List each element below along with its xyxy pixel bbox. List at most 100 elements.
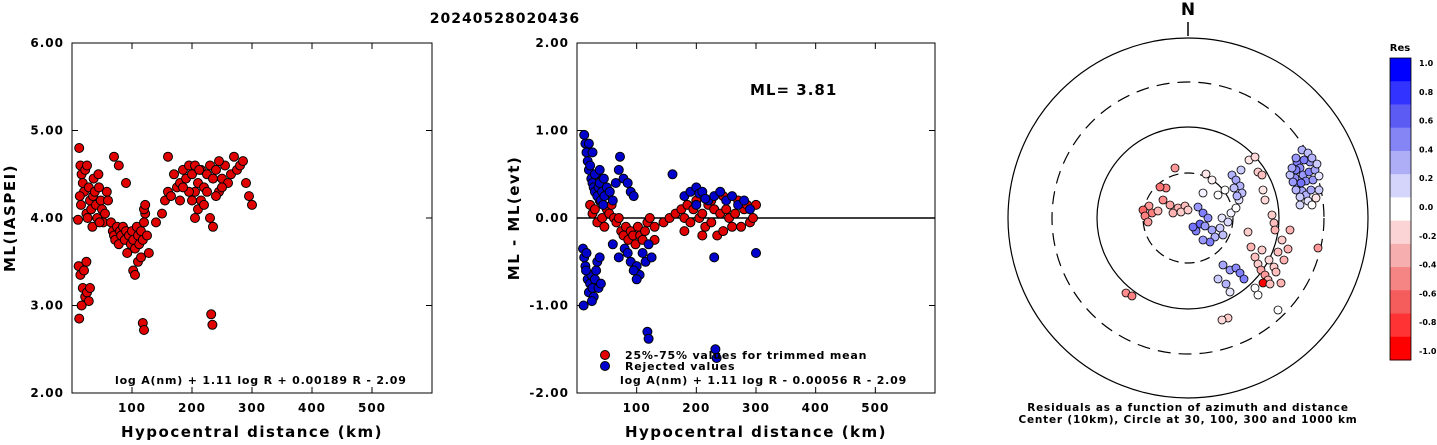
data-point xyxy=(175,195,185,206)
residual-point xyxy=(1291,153,1301,163)
data-point xyxy=(211,191,221,202)
residual-point xyxy=(1257,170,1267,180)
x-tick-label: 400 xyxy=(298,401,326,415)
colorbar-label: 0.2 xyxy=(1419,174,1433,183)
residual-point xyxy=(1193,202,1203,212)
residual-point xyxy=(1155,182,1165,192)
residual-point xyxy=(1158,195,1168,205)
circle-30km xyxy=(1142,172,1234,264)
data-point xyxy=(190,213,200,223)
legend-marker-trimmed xyxy=(600,350,610,360)
data-points xyxy=(73,143,257,335)
colorbar-label: 0.0 xyxy=(1419,203,1434,212)
data-point xyxy=(691,199,702,210)
residual-point xyxy=(1218,260,1228,270)
y-tick-label: 1.00 xyxy=(535,124,569,138)
data-point xyxy=(709,252,720,263)
data-point xyxy=(206,309,217,320)
data-point xyxy=(151,217,161,228)
data-point xyxy=(140,199,151,210)
data-point xyxy=(82,213,93,223)
data-point xyxy=(202,186,212,197)
data-point xyxy=(93,169,104,180)
data-point xyxy=(751,248,761,258)
data-point xyxy=(139,217,149,228)
data-point xyxy=(208,221,218,232)
data-point xyxy=(615,151,625,162)
data-point xyxy=(736,221,747,232)
x-tick-label: 100 xyxy=(623,401,651,415)
data-point xyxy=(685,217,696,228)
data-point xyxy=(187,195,197,206)
circle-100km xyxy=(1096,126,1280,310)
residual-point xyxy=(1183,205,1193,215)
data-point xyxy=(130,269,140,280)
data-point xyxy=(748,213,758,223)
colorbar-swatch xyxy=(1390,313,1411,338)
data-point xyxy=(217,182,227,193)
residual-point xyxy=(1235,268,1245,278)
y-tick-label: 6.00 xyxy=(30,36,64,50)
data-point xyxy=(214,156,224,167)
data-point xyxy=(604,186,615,197)
residual-colorbar: Res 1.0 0.8 0.6 0.4 0.2 0.0 -0.2 -0.4 -0.6 -0.8 -1… xyxy=(1389,43,1437,361)
residual-point xyxy=(1308,175,1318,185)
data-point xyxy=(607,195,618,206)
residual-point xyxy=(1243,227,1253,237)
data-point xyxy=(100,208,110,219)
data-point xyxy=(622,178,633,188)
data-point xyxy=(578,300,589,311)
x-tick-label: 500 xyxy=(861,401,889,415)
residual-point xyxy=(1127,291,1137,301)
colorbar-swatch xyxy=(1390,243,1411,268)
data-point xyxy=(82,160,92,171)
colorbar-title: Res xyxy=(1390,43,1410,54)
residual-point xyxy=(1246,242,1256,252)
data-point xyxy=(594,164,605,175)
colorbar-labels: 1.0 0.8 0.6 0.4 0.2 0.0 -0.2 -0.4 -0.6 -0.8 -1.0 xyxy=(1419,59,1437,356)
data-point xyxy=(163,151,173,162)
data-point xyxy=(79,265,89,276)
data-point xyxy=(247,199,257,210)
data-point xyxy=(586,296,597,307)
colorbar-swatch xyxy=(1390,197,1411,222)
residual-point xyxy=(1217,213,1227,223)
residual-point xyxy=(1198,188,1208,198)
residual-point xyxy=(1265,279,1275,289)
data-point xyxy=(622,248,633,258)
residual-vs-distance-chart: 100 200 300 400 500 -2.00 -1.00 0.00 1.00 2.00 ML… xyxy=(505,36,936,441)
residual-point xyxy=(1229,183,1239,193)
data-point xyxy=(587,147,598,158)
data-point xyxy=(589,204,600,215)
data-point xyxy=(637,248,648,258)
colorbar-swatch xyxy=(1390,267,1411,291)
residual-point xyxy=(1299,155,1309,165)
data-point xyxy=(74,143,85,153)
data-point xyxy=(169,169,179,180)
y-tick-label: 0.00 xyxy=(535,211,569,225)
data-point xyxy=(73,214,83,225)
data-point xyxy=(238,156,248,167)
data-point xyxy=(628,191,639,202)
colorbar-label: -1.0 xyxy=(1419,347,1437,356)
data-point xyxy=(208,173,218,184)
magnitude-vs-distance-chart: 100 200 300 400 500 2.00 3.00 4.00 5.00 6.00 log … xyxy=(1,36,433,441)
colorbar-swatch xyxy=(1390,174,1411,198)
residual-point xyxy=(1314,171,1324,181)
data-point xyxy=(229,151,239,162)
data-point xyxy=(83,296,94,307)
residual-point xyxy=(1285,225,1295,235)
data-point xyxy=(739,195,750,206)
data-point xyxy=(628,265,639,276)
data-point xyxy=(121,178,131,188)
data-point xyxy=(244,191,254,202)
data-point xyxy=(630,239,641,250)
residual-point xyxy=(1306,185,1316,195)
residual-point xyxy=(1295,200,1305,210)
colorbar-swatch xyxy=(1390,336,1411,361)
x-tick-label: 200 xyxy=(682,401,710,415)
data-point xyxy=(583,138,594,149)
residual-point xyxy=(1307,153,1317,163)
data-point xyxy=(103,195,113,206)
